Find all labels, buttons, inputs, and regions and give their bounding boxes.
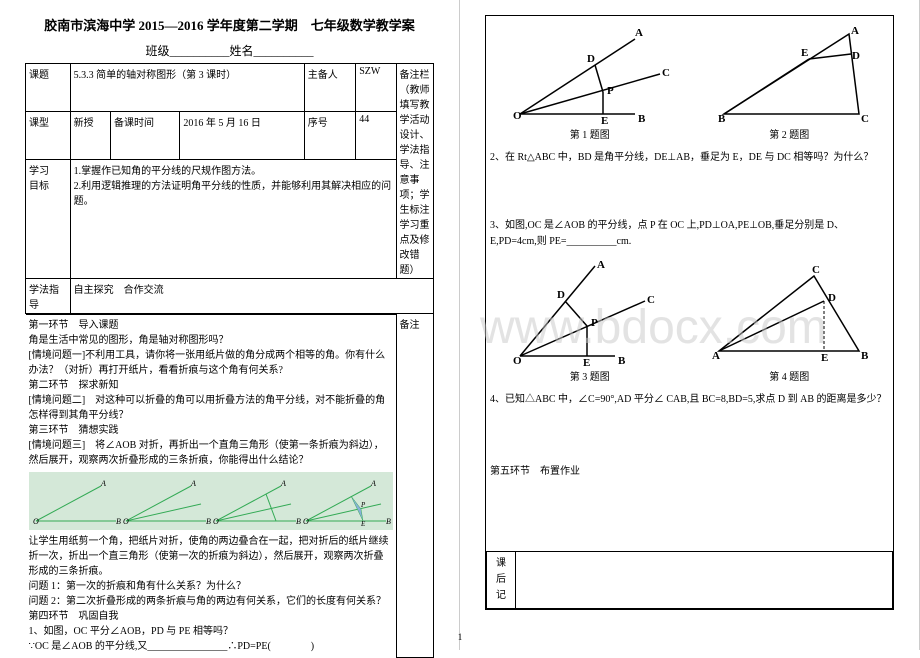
svg-text:O: O [513, 355, 522, 366]
figure-row-2: O A B C D P E A B C D E [490, 256, 889, 366]
notes-column-header: 备注栏（教师填写教学活动设计、学法指导、注意事项；学生标注学习重点及修改错题） [396, 64, 434, 279]
document-page: 胶南市滨海中学 2015—2016 学年度第二学期 七年级数学教学案 班级___… [0, 0, 920, 650]
svg-text:B: B [386, 517, 391, 526]
figure-row-1: O A B C D P E B C A E D [490, 24, 889, 124]
svg-text:P: P [360, 501, 366, 509]
cell-preptime-label: 备课时间 [111, 111, 180, 159]
exercise1-blank: ∵OC 是∠AOB 的平分线,又________________∴PD=PE( … [29, 639, 393, 654]
postnote-table: 课 后 记 [486, 551, 893, 609]
section3-title: 第三环节 猜想实践 [29, 423, 393, 438]
svg-text:C: C [812, 264, 820, 276]
cell-method: 自主探究 合作交流 [70, 279, 433, 314]
cell-method-label: 学法指导 [26, 279, 71, 314]
svg-text:E: E [360, 520, 366, 526]
cell-type: 新授 [70, 111, 110, 159]
fig3-label: 第 3 题图 [505, 370, 675, 386]
left-column: 胶南市滨海中学 2015—2016 学年度第二学期 七年级数学教学案 班级___… [0, 0, 460, 650]
svg-text:O: O [303, 517, 309, 526]
svg-text:A: A [851, 25, 859, 37]
svg-text:O: O [123, 517, 129, 526]
right-column: O A B C D P E B C A E D 第 1 题图 第 2 题图 [460, 0, 920, 650]
svg-text:B: B [718, 113, 726, 124]
svg-text:O: O [33, 517, 39, 526]
svg-text:A: A [712, 350, 720, 362]
postnote-label: 课 后 记 [487, 552, 516, 609]
svg-text:D: D [587, 53, 595, 65]
fold-fig-4: O B A P E [301, 476, 391, 526]
cell-seq-label: 序号 [304, 111, 355, 159]
situation3: [情境问题三] 将∠AOB 对折，再折出一个直角三角形（使第一条折痕为斜边），然… [29, 438, 393, 468]
svg-text:C: C [662, 67, 670, 79]
figure-4: A B C D E [704, 256, 874, 366]
svg-text:A: A [635, 27, 643, 39]
svg-text:P: P [591, 317, 598, 329]
exercise1: 1、如图，OC 平分∠AOB，PD 与 PE 相等吗？ [29, 624, 393, 639]
page-number: 1 [458, 632, 463, 642]
svg-text:E: E [801, 47, 808, 59]
svg-text:O: O [213, 517, 219, 526]
svg-text:E: E [583, 357, 590, 366]
svg-text:D: D [557, 289, 565, 301]
page-title: 胶南市滨海中学 2015—2016 学年度第二学期 七年级数学教学案 [25, 15, 434, 34]
fold-fig-3: OBA [211, 476, 301, 526]
cell-type-label: 课型 [26, 111, 71, 159]
fold-figures: OBA OBA OBA OBAPE [29, 472, 393, 530]
svg-text:B: B [638, 113, 646, 124]
fold-explain: 让学生用纸剪一个角，把纸片对折，使角的两边叠合在一起，把对折后的纸片继续折一次，… [29, 534, 393, 579]
svg-text:B: B [861, 350, 869, 362]
svg-text:C: C [647, 294, 655, 306]
section5-title: 第五环节 布置作业 [490, 464, 889, 480]
figure-3: O A B C D P E [505, 256, 675, 366]
svg-text:C: C [861, 113, 869, 124]
notes-column: 备注 [396, 314, 434, 658]
figure-2: B C A E D [704, 24, 874, 124]
svg-text:E: E [821, 352, 828, 364]
problem-4: 4、已知△ABC 中，∠C=90°,AD 平分∠ CAB,且 BC=8,BD=5… [490, 392, 889, 408]
fold-fig-2: OBA [121, 476, 211, 526]
svg-text:O: O [513, 110, 522, 122]
fold-fig-1: OBA [31, 476, 121, 526]
cell-topic-label: 课题 [26, 64, 71, 112]
svg-text:A: A [597, 259, 605, 271]
section1-text: 角是生活中常见的图形，角是轴对称图形吗？ [29, 333, 393, 348]
cell-seq: 44 [356, 111, 396, 159]
situation1: [情境问题一]不利用工具，请你将一张用纸片做的角分成两个相等的角。你有什么办法？… [29, 348, 393, 378]
problem-2: 2、在 Rt△ABC 中，BD 是角平分线，DE⊥AB，垂足为 E，DE 与 D… [490, 150, 889, 166]
cell-author: SZW [356, 64, 396, 112]
figure-1: O A B C D P E [505, 24, 675, 124]
class-name-line: 班级__________姓名__________ [25, 42, 434, 59]
fig2-label: 第 2 题图 [704, 128, 874, 144]
svg-text:A: A [100, 479, 106, 488]
postnote-content [516, 552, 893, 609]
svg-text:P: P [607, 85, 614, 97]
fig1-label: 第 1 题图 [505, 128, 675, 144]
lesson-info-table: 课题 5.3.3 简单的轴对称图形（第 3 课时） 主备人 SZW 备注栏（教师… [25, 63, 434, 658]
svg-text:A: A [280, 479, 286, 488]
svg-text:E: E [601, 115, 608, 124]
problem-3: 3、如图,OC 是∠AOB 的平分线，点 P 在 OC 上,PD⊥OA,PE⊥O… [490, 218, 889, 250]
svg-text:D: D [852, 50, 860, 62]
section4-title: 第四环节 巩固自我 [29, 609, 393, 624]
section2-title: 第二环节 探求新知 [29, 378, 393, 393]
svg-text:D: D [828, 292, 836, 304]
svg-text:A: A [370, 479, 376, 488]
cell-goal-label: 学习 目标 [26, 159, 71, 278]
cell-goal: 1.掌握作已知角的平分线的尺规作图方法。 2.利用逻辑推理的方法证明角平分线的性… [70, 159, 396, 278]
section1-title: 第一环节 导入课题 [29, 318, 393, 333]
cell-author-label: 主备人 [304, 64, 355, 112]
fig4-label: 第 4 题图 [704, 370, 874, 386]
situation2: [情境问题二] 对这种可以折叠的角可以用折叠方法的角平分线，对不能折叠的角怎样得… [29, 393, 393, 423]
cell-topic: 5.3.3 简单的轴对称图形（第 3 课时） [70, 64, 304, 112]
question2: 问题 2：第二次折叠形成的两条折痕与角的两边有何关系，它们的长度有何关系？ [29, 594, 393, 609]
svg-text:B: B [618, 355, 626, 366]
question1: 问题 1：第一次的折痕和角有什么关系？为什么？ [29, 579, 393, 594]
svg-text:A: A [190, 479, 196, 488]
cell-preptime: 2016 年 5 月 16 日 [180, 111, 304, 159]
